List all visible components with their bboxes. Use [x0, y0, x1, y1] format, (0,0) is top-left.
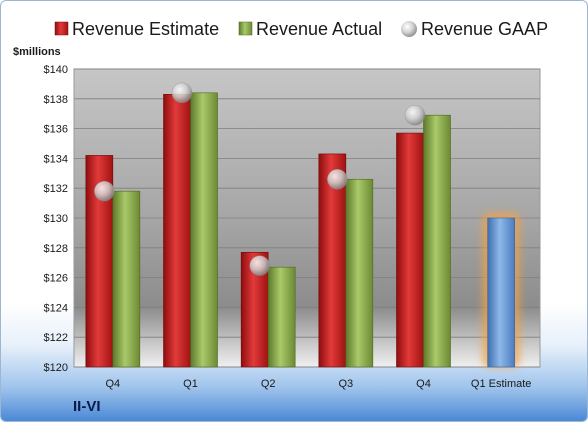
- legend-label-gaap: Revenue GAAP: [421, 19, 548, 39]
- x-tick-label: Q4: [105, 378, 120, 390]
- bar-revenue-actual: [267, 266, 296, 368]
- gaap-marker: [171, 82, 193, 104]
- bar-revenue-actual: [112, 190, 141, 368]
- x-tick-label: Q1: [183, 378, 198, 390]
- y-tick-label: $128: [44, 243, 68, 255]
- y-tick-label: $124: [44, 302, 68, 314]
- x-tick-label: Q3: [338, 378, 353, 390]
- gaap-marker: [249, 255, 270, 276]
- y-tick-label: $126: [44, 273, 68, 285]
- legend-label-estimate: Revenue Estimate: [72, 19, 219, 39]
- bar-revenue-actual: [423, 114, 451, 368]
- y-tick-label: $140: [44, 64, 68, 76]
- x-tick-label: Q1 Estimate: [471, 378, 532, 390]
- legend-label-actual: Revenue Actual: [256, 19, 382, 39]
- bar-revenue-estimate: [163, 94, 191, 368]
- y-tick-label: $130: [44, 213, 68, 225]
- y-tick-label: $134: [44, 153, 68, 165]
- y-tick-label: $136: [44, 124, 68, 136]
- x-tick-label: Q2: [261, 378, 276, 390]
- bar-revenue-actual: [345, 178, 374, 368]
- bar-revenue-actual: [190, 92, 218, 368]
- legend: Revenue Estimate Revenue Actual Revenue …: [54, 19, 548, 39]
- gridlines: [74, 68, 540, 368]
- legend-item-estimate: Revenue Estimate: [54, 19, 219, 39]
- legend-gaap-marker-icon: [401, 21, 417, 37]
- y-tick-label: $132: [44, 183, 68, 195]
- y-axis-unit-label: $millions: [13, 46, 61, 58]
- gaap-marker: [94, 180, 115, 202]
- legend-item-gaap: Revenue GAAP: [401, 19, 548, 39]
- bar-q1-estimate: [487, 217, 515, 368]
- bar-revenue-estimate: [396, 132, 424, 368]
- company-name: II-VI: [73, 398, 101, 415]
- y-tick-label: $122: [44, 332, 68, 344]
- gaap-marker: [327, 169, 348, 190]
- y-tick-label: $120: [44, 362, 68, 374]
- y-axis-ticks: $120 $122 $124 $126 $128 $130 $132 $134 $136 $138…: [44, 64, 68, 374]
- gaap-markers: [94, 82, 426, 276]
- y-tick-label: $138: [44, 94, 68, 106]
- gaap-marker: [404, 104, 426, 126]
- x-axis-ticks: Q4 Q1 Q2 Q3 Q4 Q1 Estimate: [105, 378, 531, 390]
- x-tick-label: Q4: [416, 378, 431, 390]
- legend-item-actual: Revenue Actual: [238, 19, 382, 39]
